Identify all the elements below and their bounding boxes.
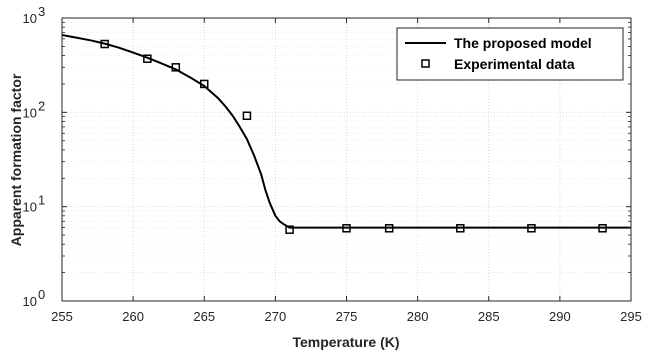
data-point-experimental xyxy=(171,63,181,72)
x-tick-label: 275 xyxy=(336,309,358,324)
legend-box xyxy=(396,27,624,81)
y-tick-label: 10 xyxy=(23,200,37,215)
data-point-experimental xyxy=(456,224,465,233)
y-tick-label: 10 xyxy=(23,11,37,26)
y-tick-exponent: 2 xyxy=(38,98,45,113)
x-tick-label: 290 xyxy=(549,309,571,324)
legend: The proposed model Experimental data xyxy=(396,27,624,81)
x-tick-label: 255 xyxy=(51,309,73,324)
x-tick-label: 260 xyxy=(122,309,144,324)
x-tick-label: 280 xyxy=(407,309,429,324)
legend-label-experimental: Experimental data xyxy=(454,56,575,72)
data-point-experimental xyxy=(143,54,152,63)
series-layer xyxy=(61,34,631,234)
data-point-experimental xyxy=(384,224,394,233)
x-tick-label: 265 xyxy=(193,309,215,324)
data-point-experimental xyxy=(527,224,536,233)
data-point-experimental xyxy=(285,225,294,234)
data-point-experimental xyxy=(242,111,252,120)
legend-marker-sample xyxy=(421,59,430,68)
y-tick-label: 10 xyxy=(23,105,37,120)
x-tick-label: 285 xyxy=(478,309,500,324)
data-point-experimental xyxy=(200,79,209,89)
data-point-experimental xyxy=(342,224,351,233)
x-tick-label: 270 xyxy=(265,309,287,324)
y-tick-exponent: 1 xyxy=(38,193,45,208)
y-tick-exponent: 3 xyxy=(38,4,45,19)
legend-label-model: The proposed model xyxy=(454,35,592,51)
x-axis-label: Temperature (K) xyxy=(292,334,399,350)
data-point-experimental xyxy=(598,224,607,233)
x-axis: 255 260 265 270 275 280 285 290 295 xyxy=(51,18,642,324)
y-tick-label: 10 xyxy=(23,294,37,309)
y-axis-label: Apparent formation factor xyxy=(8,73,24,246)
y-tick-exponent: 0 xyxy=(38,287,45,302)
x-tick-label: 295 xyxy=(620,309,642,324)
data-point-experimental xyxy=(100,39,109,49)
series-line-proposed-model xyxy=(61,34,631,229)
